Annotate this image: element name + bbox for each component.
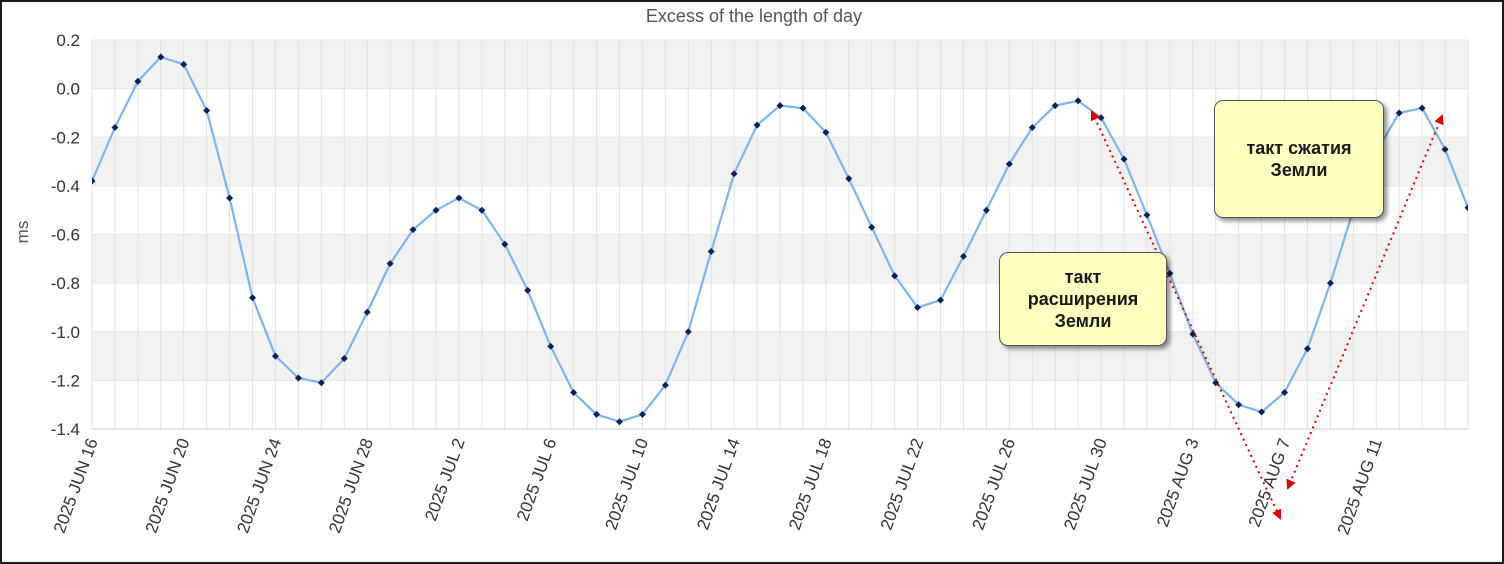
data-point — [799, 104, 807, 112]
data-point — [524, 286, 532, 294]
data-point — [1005, 160, 1013, 168]
x-tick-label: 2025 JUL 14 — [693, 436, 744, 533]
x-tick-label: 2025 JUN 16 — [50, 436, 102, 536]
y-axis-label: ms — [13, 221, 32, 244]
data-point — [891, 272, 899, 280]
data-point — [1074, 97, 1082, 105]
callout-compression-line-1: такт сжатия — [1246, 138, 1352, 158]
x-tick-label: 2025 JUL 10 — [602, 436, 653, 533]
data-point — [271, 352, 279, 360]
y-tick-label: -1.0 — [51, 323, 80, 342]
data-point — [363, 308, 371, 316]
y-tick-label: -0.4 — [51, 177, 80, 196]
callout-compression-line-2: Земли — [1270, 160, 1328, 180]
data-point — [1418, 104, 1426, 112]
x-tick-label: 2025 AUG 3 — [1153, 436, 1203, 530]
data-point — [180, 60, 188, 68]
data-point — [249, 294, 257, 302]
x-tick-label: 2025 JUL 30 — [1060, 436, 1111, 533]
data-point — [570, 389, 578, 397]
annotation-arrow — [1090, 110, 1282, 520]
y-tick-label: 0.0 — [56, 80, 80, 99]
chart-title: Excess of the length of day — [646, 6, 862, 26]
x-tick-label: 2025 JUN 24 — [233, 436, 285, 536]
data-point — [615, 418, 623, 426]
data-point — [868, 223, 876, 231]
y-tick-labels: 0.2 0.0 -0.2 -0.4 -0.6 -0.8 -1.0 -1.2 -1.4 — [51, 31, 80, 439]
x-tick-label: 2025 AUG 7 — [1245, 436, 1295, 530]
data-point — [409, 226, 417, 234]
data-point — [593, 410, 601, 418]
data-point — [776, 102, 784, 110]
data-point — [294, 374, 302, 382]
data-point — [730, 170, 738, 178]
annotation-arrow — [1286, 114, 1444, 490]
x-tick-label: 2025 JUN 20 — [142, 436, 194, 536]
y-tick-label: -1.4 — [51, 420, 80, 439]
data-point — [1028, 124, 1036, 132]
data-point — [455, 194, 463, 202]
data-point — [340, 354, 348, 362]
data-point — [982, 206, 990, 214]
data-point — [547, 342, 555, 350]
data-point — [1051, 102, 1059, 110]
data-point — [638, 410, 646, 418]
data-point — [753, 121, 761, 129]
x-tick-labels: 2025 JUN 16 2025 JUN 20 2025 JUN 24 2025 JU… — [50, 436, 1386, 537]
data-point — [937, 296, 945, 304]
data-point — [501, 240, 509, 248]
data-point — [822, 128, 830, 136]
data-point — [134, 77, 142, 85]
data-point — [1281, 389, 1289, 397]
y-tick-label: -0.2 — [51, 128, 80, 147]
data-point — [478, 206, 486, 214]
annotation-arrows — [1090, 110, 1444, 520]
data-point — [845, 175, 853, 183]
y-tick-label: -0.8 — [51, 274, 80, 293]
callout-expansion-line-2: расширения — [1027, 289, 1139, 309]
data-point — [661, 381, 669, 389]
x-tick-label: 2025 JUL 22 — [877, 436, 928, 533]
data-point — [157, 53, 165, 61]
data-point — [226, 194, 234, 202]
callout-expansion-line-3: Земли — [1054, 311, 1112, 331]
callout-expansion-line-1: такт — [1064, 267, 1102, 287]
x-tick-label: 2025 AUG 11 — [1334, 436, 1386, 537]
data-point — [959, 252, 967, 260]
x-tick-label: 2025 JUL 18 — [785, 436, 836, 533]
data-point — [707, 248, 715, 256]
y-tick-label: 0.2 — [56, 31, 80, 50]
data-point — [111, 124, 119, 132]
x-tick-label: 2025 JUN 28 — [325, 436, 377, 536]
data-point — [203, 107, 211, 115]
data-point — [914, 303, 922, 311]
data-point — [1464, 204, 1468, 212]
data-point — [684, 328, 692, 336]
y-tick-label: -0.6 — [51, 226, 80, 245]
callout-compression: такт сжатия Земли — [1214, 100, 1384, 218]
x-tick-label: 2025 JUL 2 — [421, 436, 468, 524]
x-tick-label: 2025 JUL 6 — [513, 436, 560, 524]
data-point — [92, 177, 96, 185]
data-point — [317, 379, 325, 387]
callout-expansion: такт расширения Земли — [999, 252, 1167, 346]
data-point — [386, 260, 394, 268]
y-tick-label: -1.2 — [51, 371, 80, 390]
data-point — [432, 206, 440, 214]
x-tick-label: 2025 JUL 26 — [968, 436, 1019, 533]
